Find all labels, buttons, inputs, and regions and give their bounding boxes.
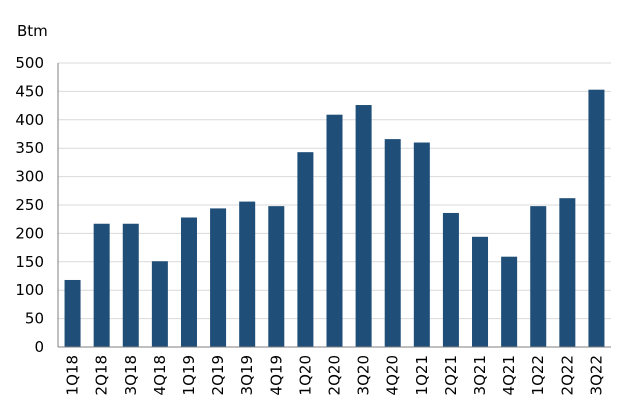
bar-2Q22 bbox=[559, 198, 576, 347]
y-tick-label: 350 bbox=[15, 139, 44, 157]
bar-4Q21 bbox=[501, 256, 518, 347]
bar-3Q22 bbox=[588, 89, 605, 348]
x-tick-label: 1Q20 bbox=[296, 355, 314, 395]
x-tick-label: 3Q21 bbox=[471, 355, 489, 395]
x-tick-label: 2Q21 bbox=[442, 355, 460, 395]
x-tick-label: 2Q18 bbox=[93, 355, 111, 395]
x-tick-label: 2Q19 bbox=[209, 355, 227, 395]
bar-4Q18 bbox=[151, 261, 168, 347]
x-tick-label: 3Q20 bbox=[355, 355, 373, 395]
bar-2Q21 bbox=[442, 212, 459, 347]
bar-3Q19 bbox=[239, 201, 256, 347]
bar-2Q19 bbox=[210, 208, 227, 347]
x-tick-label: 2Q20 bbox=[326, 355, 344, 395]
x-tick-label: 2Q22 bbox=[558, 355, 576, 395]
y-tick-label: 450 bbox=[15, 82, 44, 100]
y-tick-label: 400 bbox=[15, 111, 44, 129]
x-tick-label: 1Q18 bbox=[64, 355, 82, 395]
bar-1Q22 bbox=[530, 206, 547, 347]
x-tick-label: 4Q21 bbox=[500, 355, 518, 395]
y-tick-label: 200 bbox=[15, 224, 44, 242]
bar-4Q20 bbox=[384, 139, 401, 347]
x-tick-label: 1Q22 bbox=[529, 355, 547, 395]
x-tick-label: 4Q18 bbox=[151, 355, 169, 395]
bars bbox=[64, 89, 605, 348]
bar-2Q20 bbox=[326, 114, 343, 347]
x-tick-label: 1Q21 bbox=[413, 355, 431, 395]
bar-4Q19 bbox=[268, 206, 285, 347]
y-tick-label: 0 bbox=[34, 338, 44, 356]
y-unit-label: Btm bbox=[17, 22, 48, 40]
x-tick-label: 3Q19 bbox=[238, 355, 256, 395]
x-tick-label: 1Q19 bbox=[180, 355, 198, 395]
bar-1Q18 bbox=[64, 279, 81, 347]
y-tick-label: 250 bbox=[15, 196, 44, 214]
axes bbox=[57, 63, 611, 348]
x-tick-label: 3Q18 bbox=[122, 355, 140, 395]
bar-1Q19 bbox=[180, 217, 197, 347]
bar-1Q20 bbox=[297, 152, 314, 347]
x-tick-label: 4Q20 bbox=[384, 355, 402, 395]
x-tick-label: 4Q19 bbox=[267, 355, 285, 395]
bar-3Q21 bbox=[472, 236, 489, 347]
y-tick-labels: 0 50 100 150 200 250 300 350 400 450 500 bbox=[15, 54, 44, 356]
bar-1Q21 bbox=[413, 142, 430, 347]
bar-3Q20 bbox=[355, 105, 372, 347]
x-tick-labels: 1Q18 2Q18 3Q18 4Q18 1Q19 2Q19 3Q19 4Q19 1Q20 2Q20… bbox=[64, 355, 606, 395]
y-tick-label: 500 bbox=[15, 54, 44, 72]
bar-3Q18 bbox=[122, 223, 139, 347]
x-tick-label: 3Q22 bbox=[587, 355, 605, 395]
bar-2Q18 bbox=[93, 223, 110, 347]
y-tick-label: 150 bbox=[15, 253, 44, 271]
y-tick-label: 300 bbox=[15, 168, 44, 186]
y-tick-label: 50 bbox=[25, 310, 44, 328]
y-tick-label: 100 bbox=[15, 281, 44, 299]
